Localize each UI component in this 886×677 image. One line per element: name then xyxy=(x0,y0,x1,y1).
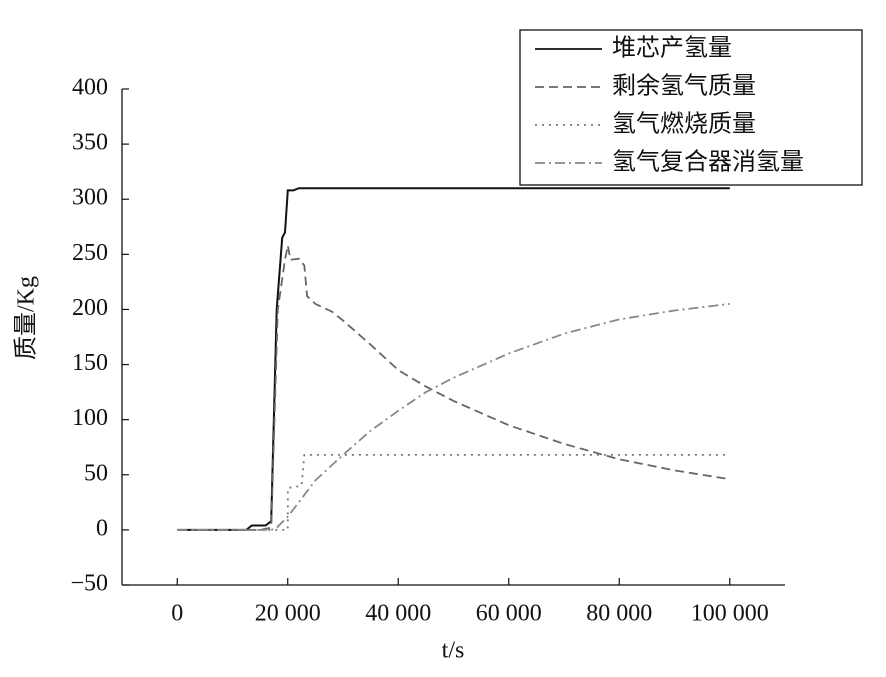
x-tick-label: 40 000 xyxy=(365,601,431,627)
legend-box xyxy=(519,29,863,186)
y-tick-label: −50 xyxy=(70,571,108,597)
y-tick-label: 100 xyxy=(72,405,108,431)
series-line xyxy=(177,187,730,531)
x-axis-label: t/s xyxy=(442,638,465,664)
x-tick-label: 20 000 xyxy=(255,601,321,627)
legend-label: 氢气复合器消氢量 xyxy=(612,149,804,176)
y-tick-label: 350 xyxy=(72,130,108,156)
y-tick-label: 200 xyxy=(72,295,108,321)
y-tick-label: 300 xyxy=(72,185,108,211)
x-tick-label: 60 000 xyxy=(476,601,542,627)
x-tick-label: 0 xyxy=(171,601,183,627)
y-axis-label: 质量/Kg xyxy=(13,276,40,360)
x-tick-label: 80 000 xyxy=(586,601,652,627)
y-tick-label: 250 xyxy=(72,240,108,266)
legend-label: 剩余氢气质量 xyxy=(612,73,756,100)
y-tick-label: 400 xyxy=(72,75,108,101)
legend-label: 氢气燃烧质量 xyxy=(612,111,756,138)
series-line xyxy=(177,303,730,531)
y-tick-label: 0 xyxy=(96,515,108,541)
y-tick-label: 150 xyxy=(72,350,108,376)
series-line xyxy=(177,245,730,531)
legend-label: 堆芯产氢量 xyxy=(612,35,732,62)
y-tick-label: 50 xyxy=(84,460,108,486)
series-line xyxy=(177,454,730,531)
x-tick-label: 100 000 xyxy=(691,601,769,627)
